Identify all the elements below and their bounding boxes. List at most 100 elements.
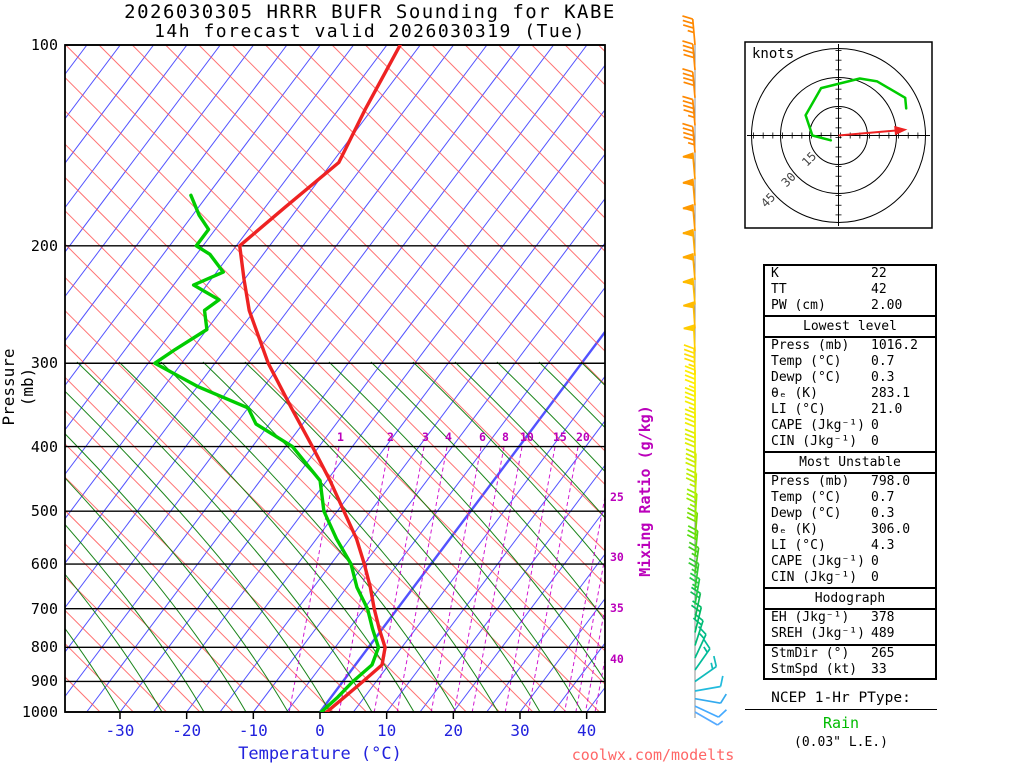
- chart-title: 2026030305 HRRR BUFR Sounding for KABE: [124, 1, 616, 23]
- index-row: CAPE (Jkg⁻¹) 0: [765, 418, 935, 434]
- index-value: 21.0: [871, 402, 903, 417]
- index-row: Press (mb) 798.0: [765, 474, 935, 490]
- index-value: 798.0: [871, 474, 911, 489]
- temperature-axis-label: Temperature (°C): [238, 744, 402, 764]
- index-value: 0: [871, 418, 879, 433]
- ptype-liquid-equivalent: (0.03" L.E.): [794, 735, 888, 750]
- mixing-ratio-axis-label: Mixing Ratio (g/kg): [636, 405, 654, 577]
- index-row: θₑ (K) 283.1: [765, 386, 935, 402]
- ptype-heading: NCEP 1-Hr PType:: [745, 690, 937, 710]
- sounding-indices-table: K 22 TT 42 PW (cm) 2.00 Lowest level Press (mb)…: [763, 264, 937, 680]
- hodograph-trace: [804, 77, 908, 142]
- storm-motion-arrow: [838, 125, 908, 137]
- index-label: θₑ (K): [771, 386, 818, 401]
- dewpoint-curve: [153, 193, 381, 712]
- index-label: CAPE (Jkg⁻¹): [771, 418, 865, 433]
- index-section-title: Hodograph: [765, 587, 935, 610]
- index-value: 283.1: [871, 386, 911, 401]
- index-value: 0.7: [871, 490, 895, 505]
- index-section-title: Most Unstable: [765, 451, 935, 474]
- index-value: 33: [871, 662, 887, 677]
- index-row: EH (Jkg⁻¹) 378: [765, 610, 935, 626]
- index-value: 22: [871, 266, 887, 281]
- index-row: Dewp (°C) 0.3: [765, 506, 935, 522]
- wind-barb: [683, 344, 696, 375]
- index-row: K 22: [765, 266, 935, 282]
- index-value: 42: [871, 282, 887, 297]
- index-label: Press (mb): [771, 338, 850, 353]
- axis-tick-marks: [119, 712, 588, 719]
- index-section-title: Lowest level: [765, 315, 935, 338]
- wind-barb: [682, 67, 696, 98]
- index-label: TT: [771, 282, 787, 297]
- wind-barb: [683, 301, 696, 329]
- index-value: 378: [871, 610, 895, 625]
- wind-barb: [684, 365, 696, 397]
- index-row: StmDir (°) 265: [765, 646, 935, 662]
- index-row: SREH (Jkg⁻¹) 489: [765, 626, 935, 642]
- ptype-block: NCEP 1-Hr PType: Rain (0.03" L.E.): [745, 690, 937, 750]
- wind-barb: [694, 711, 724, 726]
- index-row: CAPE (Jkg⁻¹) 0: [765, 554, 935, 570]
- index-value: 0: [871, 434, 879, 449]
- index-label: LI (°C): [771, 538, 826, 553]
- wind-barb: [682, 15, 696, 46]
- index-label: Dewp (°C): [771, 506, 842, 521]
- wind-barb-column: [682, 15, 728, 726]
- index-label: PW (cm): [771, 298, 826, 313]
- wind-barb: [682, 122, 696, 153]
- watermark-link[interactable]: coolwx.com/modelts: [571, 746, 735, 764]
- wind-barb: [682, 277, 696, 305]
- index-row: θₑ (K) 306.0: [765, 522, 935, 538]
- wind-barb: [682, 40, 696, 71]
- index-label: Press (mb): [771, 474, 850, 489]
- chart-subtitle: 14h forecast valid 2026030319 (Tue): [154, 21, 586, 42]
- index-value: 4.3: [871, 538, 895, 553]
- wind-barb: [694, 655, 718, 683]
- index-value: 0: [871, 570, 879, 585]
- index-label: θₑ (K): [771, 522, 818, 537]
- index-label: K: [771, 266, 779, 281]
- index-row: LI (°C) 21.0: [765, 402, 935, 418]
- index-row: CIN (Jkg⁻¹) 0: [765, 434, 935, 450]
- index-row: TT 42: [765, 282, 935, 298]
- index-value: 489: [871, 626, 895, 641]
- index-label: StmSpd (kt): [771, 662, 858, 677]
- index-label: CAPE (Jkg⁻¹): [771, 554, 865, 569]
- index-label: CIN (Jkg⁻¹): [771, 434, 858, 449]
- index-label: CIN (Jkg⁻¹): [771, 570, 858, 585]
- index-label: EH (Jkg⁻¹): [771, 610, 850, 625]
- index-value: 0: [871, 554, 879, 569]
- index-value: 2.00: [871, 298, 903, 313]
- index-row: Dewp (°C) 0.3: [765, 370, 935, 386]
- index-label: SREH (Jkg⁻¹): [771, 626, 865, 641]
- index-row: CIN (Jkg⁻¹) 0: [765, 570, 935, 586]
- ptype-value: Rain: [822, 714, 860, 732]
- skewt-background-grid: [65, 45, 605, 712]
- index-row: StmSpd (kt) 33: [765, 662, 935, 678]
- index-label: LI (°C): [771, 402, 826, 417]
- wind-barb: [694, 675, 724, 692]
- wind-barb: [690, 586, 702, 619]
- hodograph-units-label: knots: [752, 46, 795, 62]
- index-row: Temp (°C) 0.7: [765, 490, 935, 506]
- sounding-curves: [153, 45, 402, 712]
- index-value: 306.0: [871, 522, 911, 537]
- wind-barb: [682, 203, 696, 231]
- index-value: 0.7: [871, 354, 895, 369]
- wind-barb: [694, 693, 728, 705]
- wind-barb: [690, 600, 703, 633]
- wind-barb: [682, 228, 696, 256]
- index-row: LI (°C) 4.3: [765, 538, 935, 554]
- wind-barb: [682, 178, 696, 206]
- index-value: 0.3: [871, 370, 895, 385]
- index-label: Temp (°C): [771, 490, 842, 505]
- index-label: Dewp (°C): [771, 370, 842, 385]
- index-row: PW (cm) 2.00: [765, 298, 935, 314]
- temperature-curve: [237, 45, 402, 712]
- index-row: Temp (°C) 0.7: [765, 354, 935, 370]
- pressure-axis-label: Pressure (mb): [0, 348, 37, 426]
